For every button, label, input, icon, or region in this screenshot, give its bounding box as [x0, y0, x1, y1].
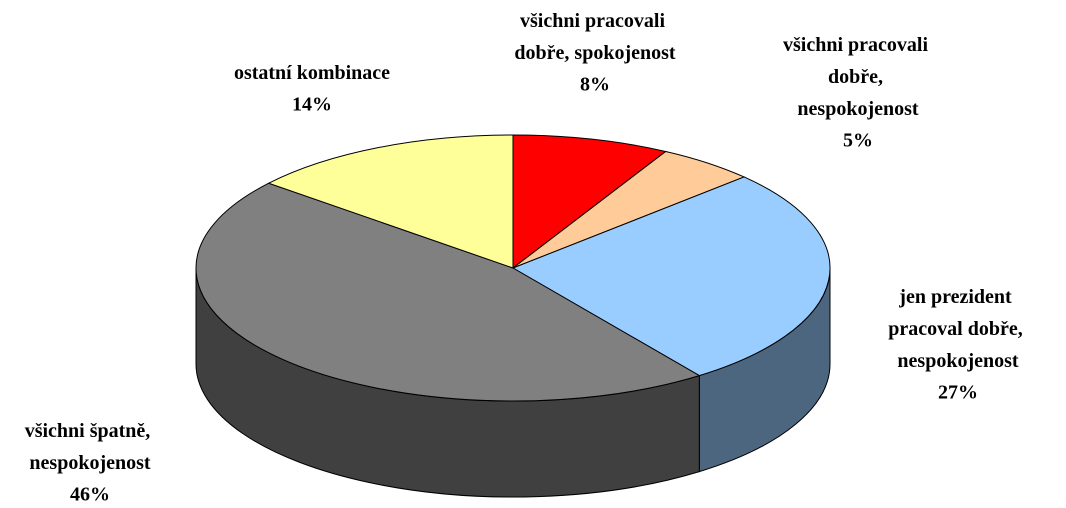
label-line: všichni pracovali: [783, 34, 933, 56]
value-label: 14%: [292, 94, 332, 116]
label-line: dobře,: [828, 66, 888, 88]
label-line: jen prezident: [898, 286, 1016, 308]
label-line: nespokojenost: [29, 452, 150, 474]
value-label: 46%: [70, 484, 110, 506]
label-line: nespokojenost: [797, 98, 918, 120]
label-line: pracoval dobře,: [888, 318, 1027, 340]
slice: [512, 134, 667, 270]
slice: [195, 182, 701, 402]
label-line: všichni špatně,: [25, 420, 156, 442]
label-line: nespokojenost: [897, 350, 1018, 372]
slice-label: všichni pracovali dobře, spokojenost: [514, 10, 675, 64]
value-label: 8%: [580, 74, 610, 96]
slice-label: všichni špatně, nespokojenost: [25, 420, 156, 474]
label-line: dobře, spokojenost: [514, 42, 675, 64]
slice-label: jen prezident pracoval dobře, nespokojen…: [888, 286, 1027, 372]
slice: [267, 134, 514, 269]
slice-label: ostatní kombinace: [234, 62, 390, 84]
value-label: 27%: [938, 382, 978, 404]
label-line: ostatní kombinace: [234, 62, 390, 84]
slice-label: všichni pracovali dobře, nespokojenost: [783, 34, 933, 120]
slice: [511, 176, 831, 377]
value-label: 5%: [843, 130, 873, 152]
label-line: všichni pracovali: [520, 10, 670, 32]
